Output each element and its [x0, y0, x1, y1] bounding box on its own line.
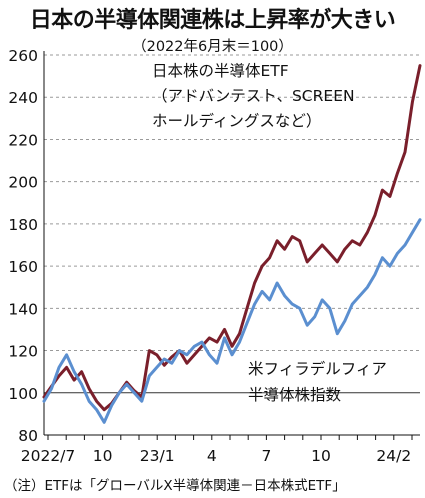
y-tick-label: 200: [8, 174, 38, 192]
x-tick-label: 10: [93, 447, 113, 465]
sox-series-label: 半導体株指数: [248, 386, 342, 404]
y-tick-label: 160: [8, 258, 38, 276]
source-note: （注）ETFは「グローバルX半導体関連－日本株式ETF」: [4, 478, 346, 494]
y-tick-label: 80: [18, 427, 38, 445]
sox-series-label: 米フィラデルフィア: [248, 359, 387, 378]
chart-subtitle: （2022年6月末＝100）: [132, 39, 293, 55]
x-tick-label: 4: [207, 447, 217, 465]
etf-series-line: [42, 64, 422, 412]
y-tick-label: 140: [8, 300, 38, 318]
y-tick-label: 260: [8, 47, 38, 65]
x-tick-label: 24/2: [376, 447, 411, 465]
sox-series-line: [42, 218, 422, 424]
y-tick-label: 100: [8, 385, 38, 403]
etf-series-label: （アドバンテスト、SCREEN: [152, 87, 355, 105]
chart-title: 日本の半導体関連株は上昇率が大きい: [29, 8, 396, 33]
x-tick-label: 7: [261, 447, 271, 465]
y-tick-label: 180: [8, 216, 38, 234]
x-tick-label: 10: [311, 447, 331, 465]
x-tick-label: 2022/7: [21, 447, 76, 465]
y-tick-label: 220: [8, 131, 38, 149]
etf-series-label: 日本株の半導体ETF: [152, 62, 289, 80]
etf-series-label: ホールディングスなど）: [152, 111, 321, 130]
y-tick-label: 240: [8, 89, 38, 107]
x-tick-label: 23/1: [140, 447, 175, 465]
y-tick-label: 120: [8, 343, 38, 361]
